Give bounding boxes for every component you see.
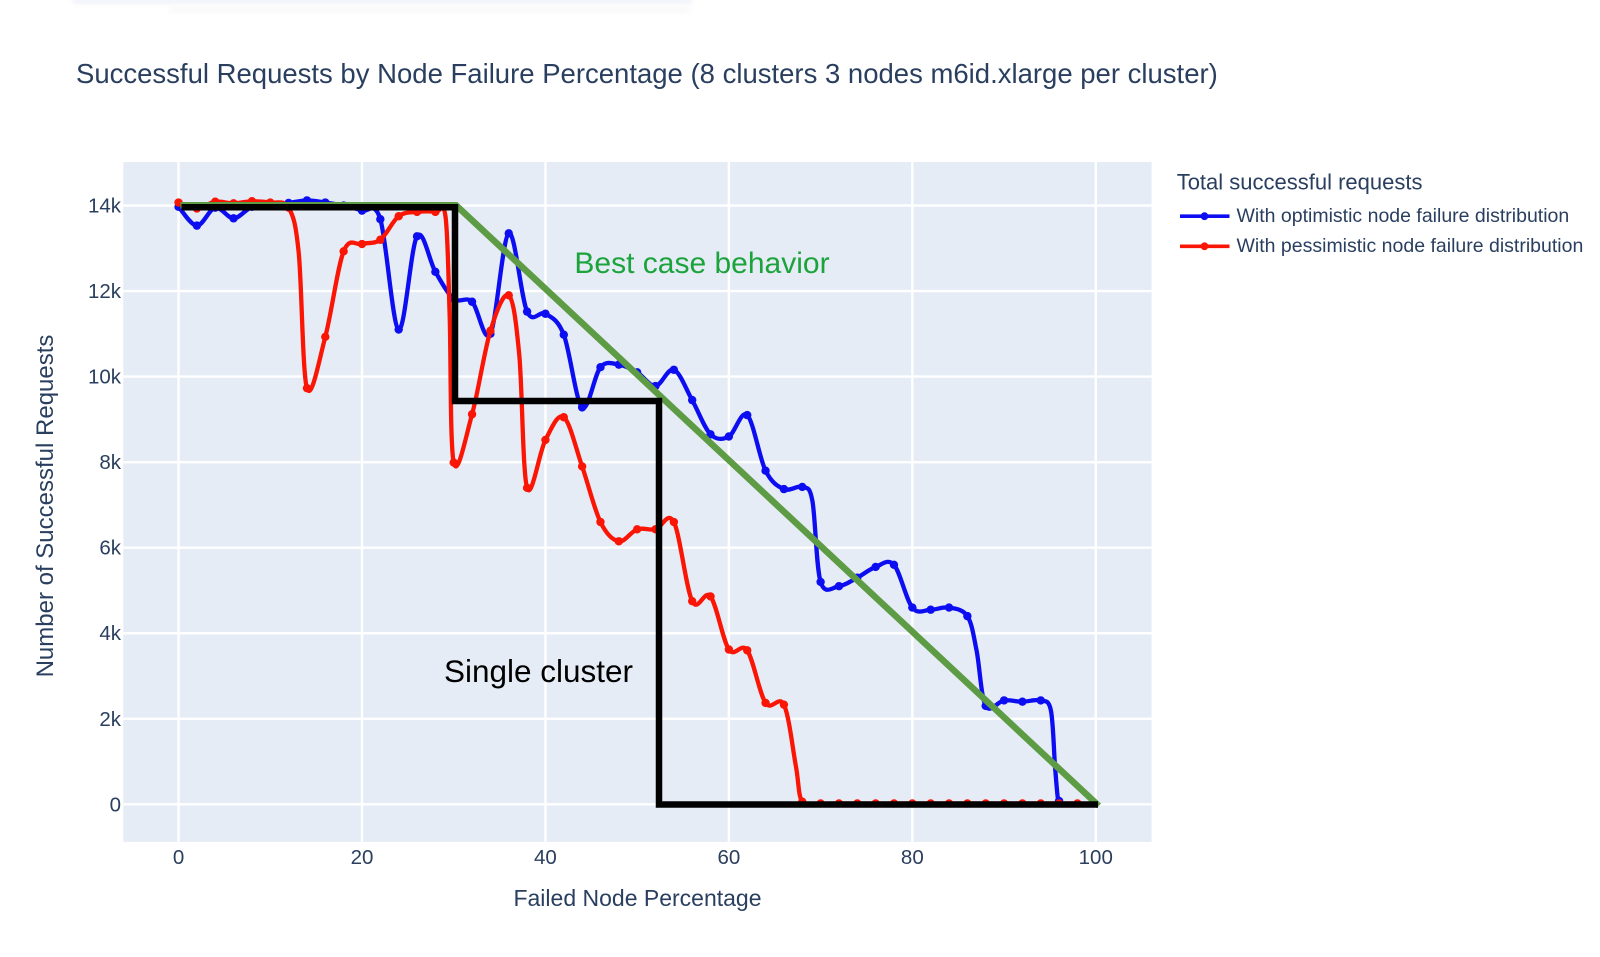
svg-text:Failed Node Percentage: Failed Node Percentage [513,885,761,911]
svg-text:12k: 12k [88,280,122,303]
svg-text:With pessimistic node failure: With pessimistic node failure distributi… [1237,235,1584,257]
svg-text:2k: 2k [99,708,121,731]
svg-text:100: 100 [1079,846,1113,869]
svg-text:8k: 8k [99,451,121,474]
svg-text:14k: 14k [88,195,122,218]
svg-text:With optimistic node failure d: With optimistic node failure distributio… [1237,205,1570,227]
svg-text:Successful Requests by Node Fa: Successful Requests by Node Failure Perc… [76,58,1218,89]
svg-text:4k: 4k [99,622,121,645]
svg-text:60: 60 [717,846,740,869]
svg-text:20: 20 [351,846,374,869]
svg-text:Best case behavior: Best case behavior [574,247,829,280]
svg-text:0: 0 [110,793,121,816]
svg-text:Total successful requests: Total successful requests [1177,170,1423,195]
svg-text:80: 80 [901,846,924,869]
svg-text:40: 40 [534,846,557,869]
svg-text:Single cluster: Single cluster [444,653,633,689]
svg-text:0: 0 [173,846,184,869]
svg-text:10k: 10k [88,366,122,389]
svg-text:6k: 6k [99,537,121,560]
svg-text:Number of Successful Requests: Number of Successful Requests [32,335,59,678]
